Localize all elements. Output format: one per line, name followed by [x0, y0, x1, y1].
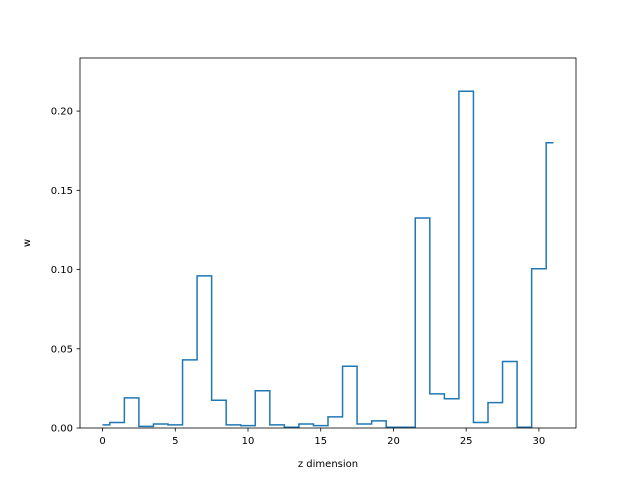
- y-tick-label: 0.20: [51, 107, 73, 118]
- x-tick-label: 25: [460, 436, 473, 447]
- y-axis-ticks: 0.00 0.05 0.10 0.15 0.20: [51, 107, 80, 435]
- axes-frame: [79, 57, 577, 429]
- y-tick-label: 0.10: [51, 265, 73, 276]
- x-tick-label: 5: [172, 436, 178, 447]
- series-line-0: [102, 90, 554, 428]
- x-axis-label: z dimension: [298, 459, 358, 470]
- y-tick-label: 0.00: [51, 424, 73, 435]
- x-tick-label: 15: [314, 436, 327, 447]
- x-tick-label: 0: [99, 436, 105, 447]
- x-tick-label: 30: [533, 436, 546, 447]
- plot-area: [79, 57, 577, 429]
- y-axis-label: w: [22, 239, 33, 247]
- y-tick-label: 0.05: [51, 344, 73, 355]
- y-tick-label: 0.15: [51, 186, 73, 197]
- x-tick-label: 20: [387, 436, 400, 447]
- x-axis-ticks: 0 5 10 15 20 25 30: [99, 428, 545, 447]
- x-tick-label: 10: [242, 436, 255, 447]
